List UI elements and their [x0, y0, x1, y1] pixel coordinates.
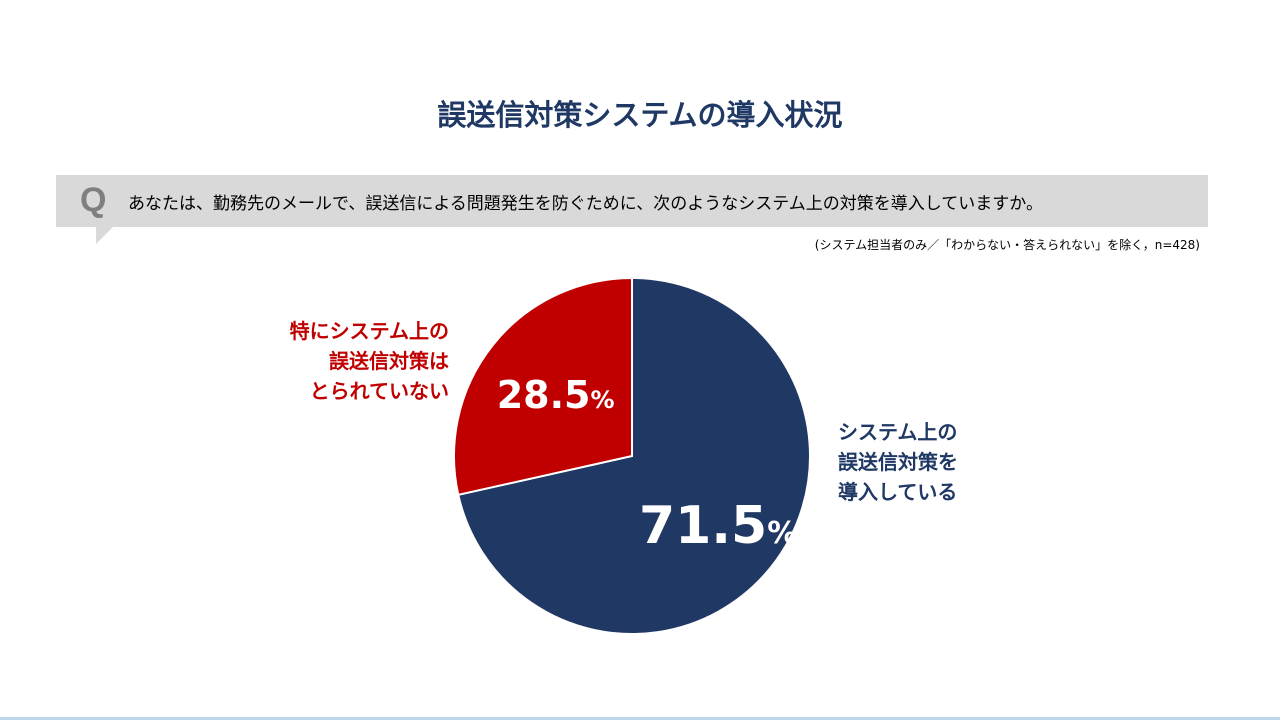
label-introduced-line-2: 誤送信対策を [838, 450, 958, 474]
chart-title: 誤送信対策システムの導入状況 [437, 98, 843, 132]
question-box [56, 175, 1208, 227]
question-box-tail [96, 226, 114, 244]
label-no-measures-line-1: 特にシステム上の [289, 319, 449, 343]
label-introduced-line-3: 導入している [838, 480, 958, 504]
value-label-introduced: 71.5% [639, 496, 797, 556]
label-no-measures-line-3: とられていない [309, 379, 449, 403]
label-introduced-line-1: システム上の [838, 420, 958, 444]
pie-slice-no-measures [453, 276, 633, 497]
label-no-measures-line-2: 誤送信対策は [329, 349, 449, 373]
pie-slice-introduced [457, 276, 811, 635]
label-introduced: システム上の 誤送信対策を 導入している [838, 417, 958, 507]
label-no-measures: 特にシステム上の 誤送信対策は とられていない [290, 316, 449, 406]
question-text: あなたは、勤務先のメールで、誤送信による問題発生を防ぐために、次のようなシステム… [128, 194, 1043, 214]
sample-note: (システム担当者のみ／「わからない・答えられない」を除く，n=428) [814, 238, 1200, 252]
question-letter: Q [80, 181, 107, 219]
value-label-no-measures: 28.5% [497, 373, 615, 417]
bottom-rule [0, 717, 1280, 720]
